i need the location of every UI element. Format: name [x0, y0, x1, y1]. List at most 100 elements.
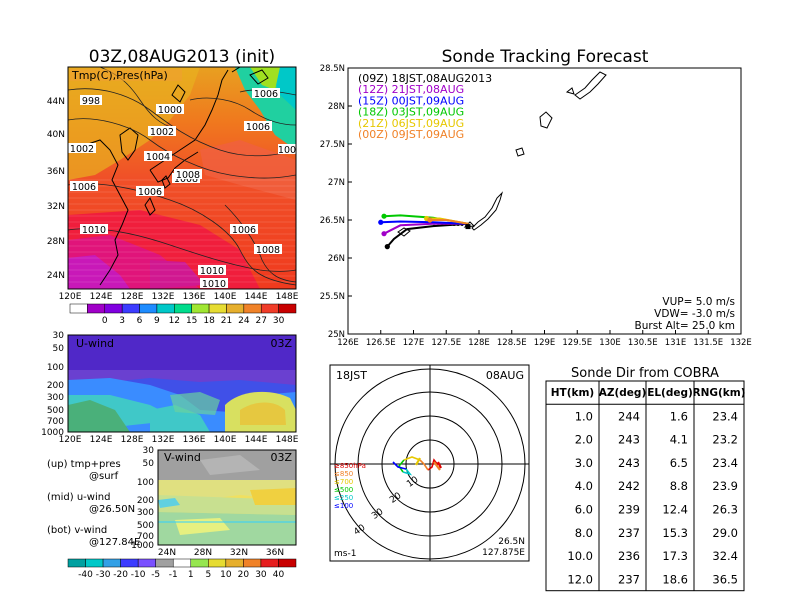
colorbar-tick: -5	[151, 570, 160, 580]
colorbar-swatch	[139, 303, 158, 314]
descent-speed: VDW= -3.0 m/s	[654, 308, 735, 320]
u-wind-y-tick: 300	[47, 393, 64, 403]
map-lat-ticks: 44N 40N 36N 32N 28N 24N	[47, 97, 65, 281]
u-wind-y-tick: 100	[47, 363, 64, 373]
v-wind-y-tick: 500	[137, 521, 154, 531]
u-wind-x-tick: 124E	[90, 435, 113, 445]
v-wind-x-tick: 36N	[266, 548, 284, 558]
map-lon-tick: 144E	[245, 292, 268, 302]
colorbar-swatch	[85, 558, 104, 568]
u-wind-label: U-wind	[76, 337, 114, 350]
table-cell: 1.6	[670, 409, 688, 423]
colorbar-swatch	[190, 558, 209, 568]
sonde-landing-point	[427, 217, 433, 223]
table-cell: 18.6	[662, 572, 688, 586]
map-lat-tick: 44N	[47, 97, 65, 107]
colorbar-swatch	[225, 558, 244, 568]
isobar-label: 1004	[146, 152, 170, 163]
table-cell: 3.0	[575, 456, 593, 470]
polar-lat: 26.5N	[498, 537, 525, 547]
colorbar-tick: 20	[238, 570, 250, 580]
u-wind-x-tick: 132E	[152, 435, 175, 445]
table-cell: 244	[618, 409, 640, 423]
isobar-label: 1002	[70, 144, 94, 155]
table-cell: 6.5	[670, 456, 688, 470]
sonde-landing-point	[381, 231, 387, 237]
v-wind-y-tick: 50	[143, 459, 155, 469]
table-cell: 32.4	[712, 549, 738, 563]
colorbar-swatch	[69, 303, 88, 314]
track-legend-entry: (00Z) 09JST,09AUG	[358, 128, 464, 141]
colorbar-tick: 12	[169, 316, 180, 326]
colorbar-tick: -30	[96, 570, 111, 580]
colorbar-swatch	[120, 558, 139, 568]
isobar-label: 1006	[246, 122, 270, 133]
colorbar-swatch	[243, 558, 262, 568]
colorbar-swatch	[260, 303, 279, 314]
right-title: Sonde Tracking Forecast	[442, 47, 649, 67]
isobar-label: 100	[278, 145, 296, 156]
launch-site-marker	[465, 224, 471, 230]
pressure-legend-entry: ≤500	[334, 486, 353, 494]
track-x-tick: 129E	[534, 338, 556, 348]
polar-time: 18JST	[336, 369, 367, 382]
pressure-legend-entry: ≤700	[334, 478, 353, 486]
colorbar-swatch	[260, 558, 279, 568]
isobar-label: 1006	[254, 89, 278, 100]
table-cell: 12.4	[662, 503, 688, 517]
track-x-tick: 131.5E	[693, 338, 723, 348]
track-x-tick: 130E	[599, 338, 621, 348]
colorbar-swatch	[278, 303, 297, 314]
u-wind-time: 03Z	[270, 337, 292, 350]
v-wind-x-tick: 28N	[194, 548, 212, 558]
v-wind-label: V-wind	[164, 451, 201, 464]
track-x-tick: 128.5E	[497, 338, 527, 348]
colorbar-tick: -10	[131, 570, 146, 580]
table-cell: 2.0	[575, 433, 593, 447]
sonde-tracks	[378, 213, 471, 250]
track-legend-entry: (09Z) 18JST,08AUG2013	[358, 72, 492, 85]
u-wind-y-tick: 200	[47, 381, 64, 391]
isobar-label: 1006	[232, 225, 256, 236]
legend-line: (bot) v-wind	[47, 525, 107, 536]
table-cell: 23.2	[712, 433, 738, 447]
colorbar-swatch	[174, 303, 192, 314]
colorbar-swatch	[87, 303, 106, 314]
wind-colorbar	[67, 558, 297, 568]
u-wind-section	[68, 335, 296, 432]
track-x-tick: 131E	[665, 338, 687, 348]
map-lon-tick: 120E	[59, 292, 82, 302]
u-wind-y-tick: 30	[53, 331, 65, 341]
u-wind-y-tick: 1000	[41, 428, 64, 438]
map-lat-tick: 28N	[47, 237, 65, 247]
table-cell: 4.1	[670, 433, 688, 447]
isobar-label: 998	[82, 96, 100, 107]
map-lon-tick: 128E	[121, 292, 144, 302]
polar-unit: ms-1	[334, 549, 356, 559]
track-y-tick: 27N	[328, 178, 345, 188]
pressure-legend-entry: ≥850hPa	[334, 462, 366, 470]
colorbar-tick: 1	[188, 570, 194, 580]
track-legend-entry: (15Z) 00JST,09AUG	[358, 94, 464, 107]
isobar-label: 1010	[82, 225, 106, 236]
colorbar-tick: -40	[78, 570, 93, 580]
isobar-labels: 998 1000 1002 1004 1006 1008 1010 1006 1…	[68, 88, 296, 289]
map-lon-tick: 124E	[90, 292, 113, 302]
polar-lon: 127.875E	[482, 548, 525, 558]
pressure-legend-entry: ≤100	[334, 502, 353, 510]
u-wind-x-tick: 144E	[245, 435, 268, 445]
track-x-tick: 126.5E	[366, 338, 396, 348]
sonde-landing-point	[384, 244, 390, 250]
sonde-track-line	[380, 220, 469, 225]
table-cell: 23.4	[712, 409, 738, 423]
track-y-tick: 28.5N	[320, 64, 345, 74]
v-wind-y-tick: 1000	[131, 541, 154, 551]
isobar-label: 1010	[200, 266, 224, 277]
isobar-label: 1008	[256, 245, 280, 256]
colorbar-tick: 30	[273, 316, 285, 326]
colorbar-swatch	[137, 558, 156, 568]
colorbar-tick: 15	[186, 316, 197, 326]
colorbar-swatch	[243, 303, 262, 314]
map-lon-tick: 132E	[152, 292, 175, 302]
table-header: EL(deg)	[647, 387, 693, 399]
